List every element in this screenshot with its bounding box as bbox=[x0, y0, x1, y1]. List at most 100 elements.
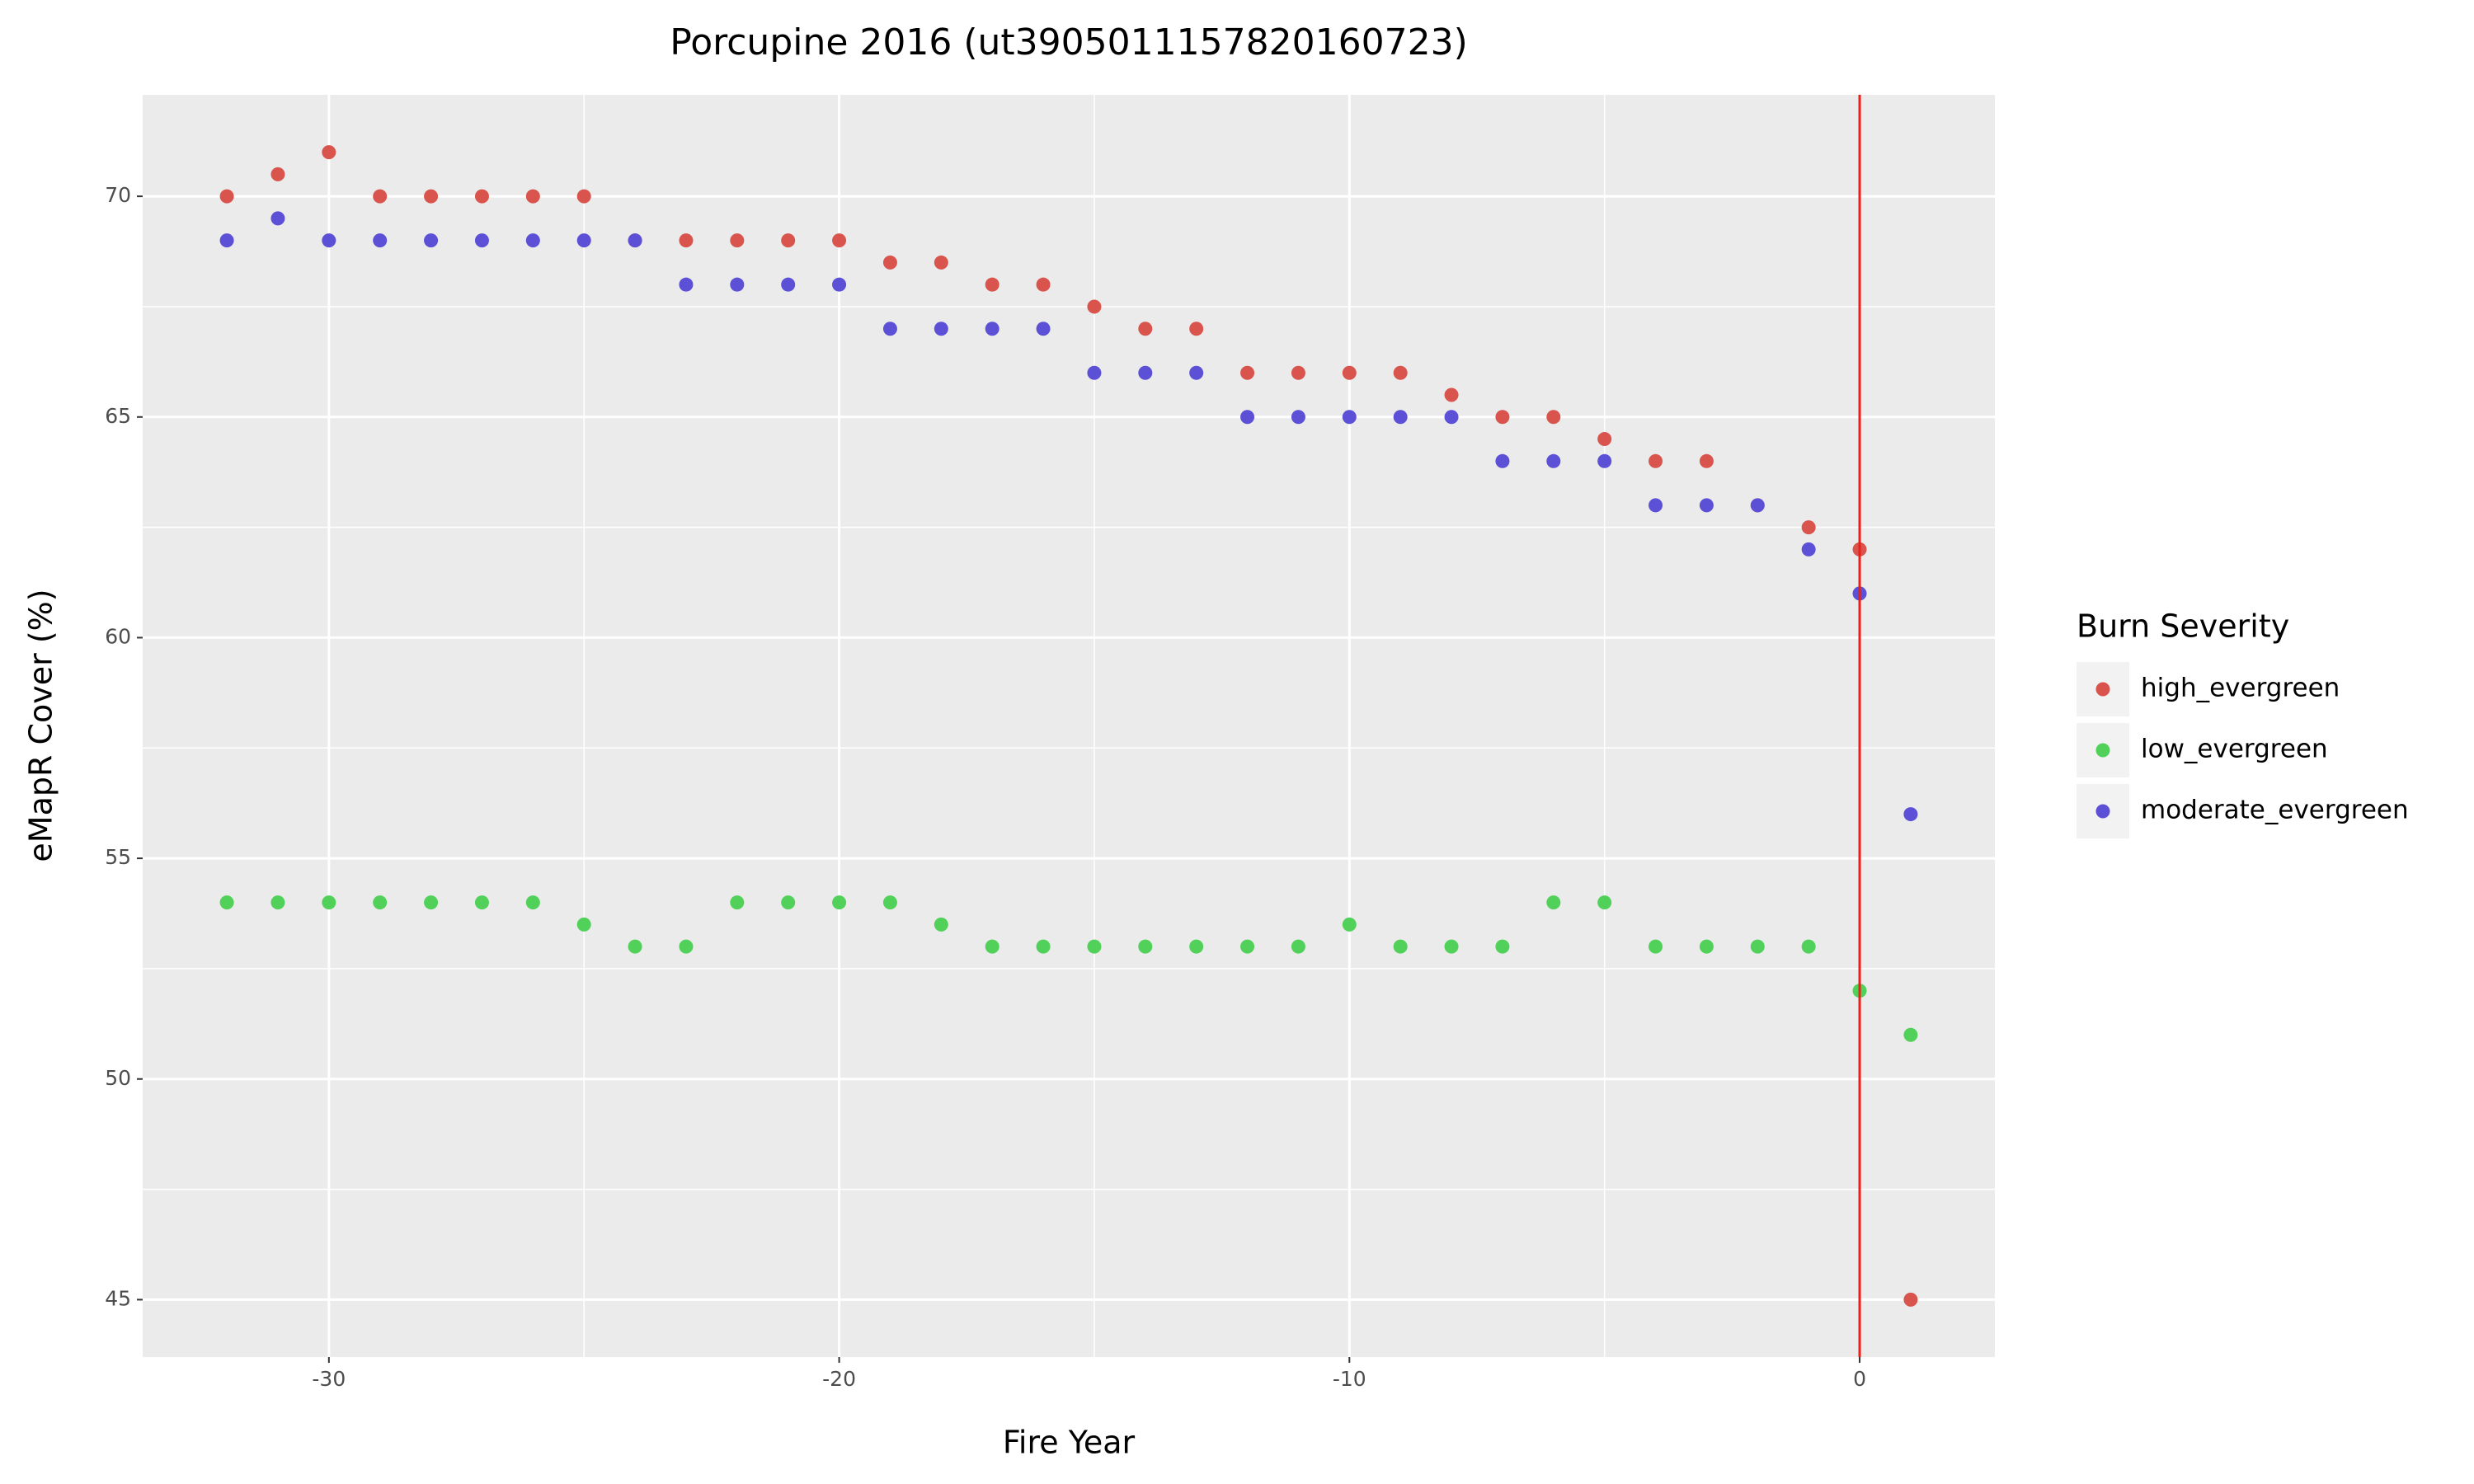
point bbox=[1087, 939, 1102, 954]
point bbox=[1546, 410, 1561, 425]
point bbox=[1393, 410, 1408, 425]
point bbox=[781, 277, 796, 292]
y-tick-label: 60 bbox=[105, 624, 131, 648]
point bbox=[882, 895, 897, 910]
point bbox=[270, 167, 285, 181]
point bbox=[474, 895, 489, 910]
point bbox=[1138, 365, 1153, 380]
point bbox=[882, 255, 897, 270]
x-tick-label: -20 bbox=[822, 1367, 856, 1391]
point bbox=[270, 211, 285, 226]
y-axis-title: eMapR Cover (%) bbox=[23, 589, 59, 862]
point bbox=[1189, 365, 1204, 380]
point bbox=[373, 895, 388, 910]
point bbox=[882, 322, 897, 336]
point bbox=[474, 233, 489, 248]
point bbox=[934, 917, 948, 932]
point bbox=[1903, 807, 1918, 822]
point bbox=[985, 939, 999, 954]
point bbox=[1036, 322, 1051, 336]
legend-marker bbox=[2095, 743, 2110, 758]
point bbox=[1138, 322, 1153, 336]
legend-title: Burn Severity bbox=[2077, 608, 2289, 645]
point bbox=[1546, 895, 1561, 910]
point bbox=[1036, 277, 1051, 292]
point bbox=[1546, 453, 1561, 468]
legend-label: low_evergreen bbox=[2141, 735, 2328, 764]
point bbox=[730, 895, 745, 910]
point bbox=[424, 895, 439, 910]
point bbox=[1138, 939, 1153, 954]
chart-title: Porcupine 2016 (ut3905011157820160723) bbox=[670, 21, 1468, 63]
point bbox=[1699, 498, 1714, 513]
point bbox=[322, 145, 336, 160]
point bbox=[679, 233, 694, 248]
point bbox=[781, 895, 796, 910]
point bbox=[1291, 939, 1305, 954]
point bbox=[679, 277, 694, 292]
point bbox=[832, 895, 847, 910]
point bbox=[576, 189, 591, 204]
point bbox=[1649, 453, 1663, 468]
point bbox=[1087, 299, 1102, 314]
legend-label: moderate_evergreen bbox=[2141, 796, 2409, 825]
point bbox=[730, 277, 745, 292]
point bbox=[1087, 365, 1102, 380]
point bbox=[1342, 917, 1357, 932]
point bbox=[1649, 939, 1663, 954]
point bbox=[1903, 1292, 1918, 1307]
point bbox=[322, 895, 336, 910]
y-tick-label: 70 bbox=[105, 183, 131, 207]
point bbox=[1750, 498, 1765, 513]
point bbox=[1801, 520, 1816, 535]
x-axis-title: Fire Year bbox=[1003, 1425, 1136, 1461]
point bbox=[1750, 939, 1765, 954]
point bbox=[270, 895, 285, 910]
point bbox=[1495, 453, 1510, 468]
x-tick-label: 0 bbox=[1853, 1367, 1866, 1391]
point bbox=[1801, 939, 1816, 954]
point bbox=[781, 233, 796, 248]
point bbox=[1444, 939, 1459, 954]
point bbox=[576, 233, 591, 248]
point bbox=[1291, 410, 1305, 425]
point bbox=[1189, 939, 1204, 954]
point bbox=[1291, 365, 1305, 380]
point bbox=[1240, 939, 1255, 954]
point bbox=[373, 233, 388, 248]
point bbox=[1240, 410, 1255, 425]
x-tick-label: -10 bbox=[1333, 1367, 1366, 1391]
point bbox=[1495, 410, 1510, 425]
point bbox=[219, 233, 234, 248]
point bbox=[1597, 895, 1612, 910]
x-tick-label: -30 bbox=[312, 1367, 346, 1391]
point bbox=[985, 277, 999, 292]
point bbox=[525, 189, 540, 204]
y-tick-label: 45 bbox=[105, 1286, 131, 1310]
point bbox=[1597, 432, 1612, 447]
legend-marker bbox=[2095, 682, 2110, 697]
point bbox=[373, 189, 388, 204]
plot-panel bbox=[143, 95, 1995, 1357]
point bbox=[985, 322, 999, 336]
point bbox=[1240, 365, 1255, 380]
point bbox=[525, 233, 540, 248]
point bbox=[1649, 498, 1663, 513]
point bbox=[1393, 939, 1408, 954]
point bbox=[1036, 939, 1051, 954]
point bbox=[1903, 1027, 1918, 1042]
point bbox=[1699, 939, 1714, 954]
point bbox=[322, 233, 336, 248]
point bbox=[1801, 542, 1816, 556]
point bbox=[219, 189, 234, 204]
y-tick-label: 50 bbox=[105, 1066, 131, 1090]
point bbox=[934, 255, 948, 270]
point bbox=[1342, 365, 1357, 380]
point bbox=[219, 895, 234, 910]
legend-marker bbox=[2095, 804, 2110, 819]
y-tick-label: 65 bbox=[105, 404, 131, 428]
point bbox=[1597, 453, 1612, 468]
point bbox=[474, 189, 489, 204]
point bbox=[1699, 453, 1714, 468]
